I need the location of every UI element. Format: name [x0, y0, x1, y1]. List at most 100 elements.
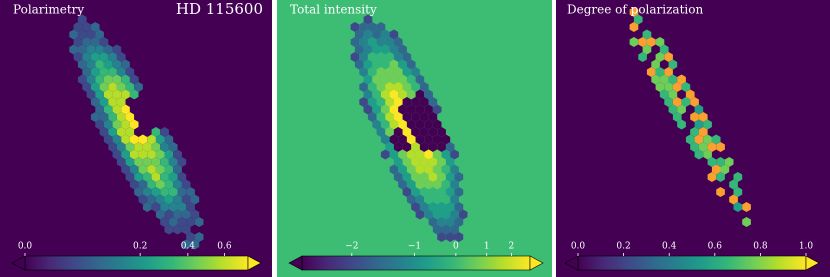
colorbar-tick-label: 0.2	[133, 242, 147, 252]
hexbin-cell	[733, 187, 743, 197]
hexbin-cell	[99, 97, 109, 107]
hexbin-cell	[419, 187, 429, 197]
hexbin-cell	[703, 149, 712, 160]
hexbin-cell	[173, 149, 182, 160]
hexbin-cell	[742, 202, 751, 212]
hexbin-cell	[160, 157, 169, 167]
hexbin-cell	[95, 44, 104, 55]
hexbin-cell	[138, 179, 148, 190]
hexbin-cell	[415, 74, 425, 85]
hexbin-cell	[77, 59, 87, 70]
hexbin-cell	[428, 112, 438, 122]
hexbin-cell	[437, 232, 446, 242]
hexbin-cell	[194, 232, 204, 242]
hexbin-cell	[99, 127, 109, 137]
hexbin-cell	[441, 194, 451, 205]
hexbin-cell	[168, 217, 178, 227]
hexbin-cell	[389, 164, 399, 175]
hexbin-cell	[629, 7, 639, 17]
hexbin-cell	[398, 74, 407, 85]
hexbin-cell	[694, 134, 704, 145]
hexbin-cell	[668, 74, 678, 85]
hexbin-cell	[419, 127, 429, 137]
hexbin-cell	[385, 67, 394, 77]
hexbin-cell	[385, 142, 394, 152]
hexbin-cell	[398, 179, 407, 190]
hexbin-cell	[173, 164, 182, 175]
hexbin-cell	[445, 202, 455, 212]
hexbin-cell	[672, 112, 682, 122]
hexbin-cell	[112, 104, 122, 115]
hexbin-cell	[398, 59, 407, 70]
colorbar-extend-high	[247, 255, 262, 271]
hexbin-cell	[354, 59, 364, 70]
hexbin-cell	[155, 119, 165, 130]
hexbin-cell	[367, 52, 377, 62]
hexbin-cell	[177, 172, 187, 182]
hexbin-cell	[112, 89, 122, 100]
hexbin-cell	[432, 119, 442, 130]
hexbin-cell	[655, 67, 665, 77]
target-label: HD 115600	[176, 0, 263, 18]
hexbin-cell	[402, 187, 412, 197]
hexbin-cell	[90, 52, 100, 62]
hexbin-cell	[125, 142, 135, 152]
hexbin-cell	[677, 104, 686, 115]
hexbin-cell	[99, 67, 109, 77]
hexbin-cell	[454, 217, 464, 227]
hexbin-cell	[415, 149, 425, 160]
hexbin-cell	[716, 187, 725, 197]
hexbin-cell	[69, 44, 78, 55]
hexbin-cell	[82, 37, 91, 47]
hexbin-cell	[350, 37, 360, 47]
hexbin-cell	[428, 217, 438, 227]
hexbin-cell	[151, 172, 161, 182]
hexbin-cell	[441, 164, 451, 175]
hexbin-cell	[125, 67, 135, 77]
hexbin-cell	[367, 82, 377, 92]
hexbin-cell	[99, 112, 109, 122]
hexbin-cell	[164, 164, 174, 175]
hexbin-cell	[95, 119, 104, 130]
hexbin-cell	[376, 82, 386, 92]
hexbin-cell	[103, 89, 113, 100]
hexbin-cell	[125, 157, 135, 167]
hexbin-cell	[103, 74, 113, 85]
hexbin-cell	[380, 29, 390, 40]
hexbin-cell	[432, 149, 442, 160]
hexbin-cell	[424, 89, 433, 100]
hexbin-cell	[116, 52, 126, 62]
hexbin-cell	[393, 127, 403, 137]
hexbin-cell	[402, 67, 412, 77]
hexbin-cell	[681, 97, 691, 107]
hexbin-cell	[121, 104, 130, 115]
hexbin-cell	[95, 89, 104, 100]
hexbin-cell	[402, 52, 412, 62]
hexbin-cell	[164, 134, 174, 145]
hexbin-cell	[398, 44, 407, 55]
hexbin-cell	[359, 37, 368, 47]
hexbin-cell	[703, 119, 712, 130]
hexbin-cell	[393, 82, 403, 92]
hexbin-cell	[711, 164, 721, 175]
hexbin-cell	[125, 172, 135, 182]
hexbin-cell	[428, 97, 438, 107]
hexbin-cell	[73, 52, 83, 62]
hexbin-cell	[181, 194, 191, 205]
hexbin-cell	[103, 119, 113, 130]
hexbin-cell	[668, 59, 678, 70]
hexbin-cell	[633, 14, 643, 25]
hexbin-cell	[134, 172, 143, 182]
hexbin-cell	[398, 119, 407, 130]
hexbin-cell	[350, 52, 360, 62]
hexbin-cell	[415, 104, 425, 115]
hexbin-cell	[90, 67, 100, 77]
hexbin-cell	[194, 217, 204, 227]
hexbin-cell	[690, 127, 699, 137]
colorbar-tick-label: 0.8	[753, 242, 768, 252]
hexbin-cell	[406, 134, 416, 145]
hexbin-cell	[398, 134, 407, 145]
hexbin-cell	[367, 97, 377, 107]
hexbin-cell	[389, 59, 399, 70]
hexbin-cell	[393, 52, 403, 62]
